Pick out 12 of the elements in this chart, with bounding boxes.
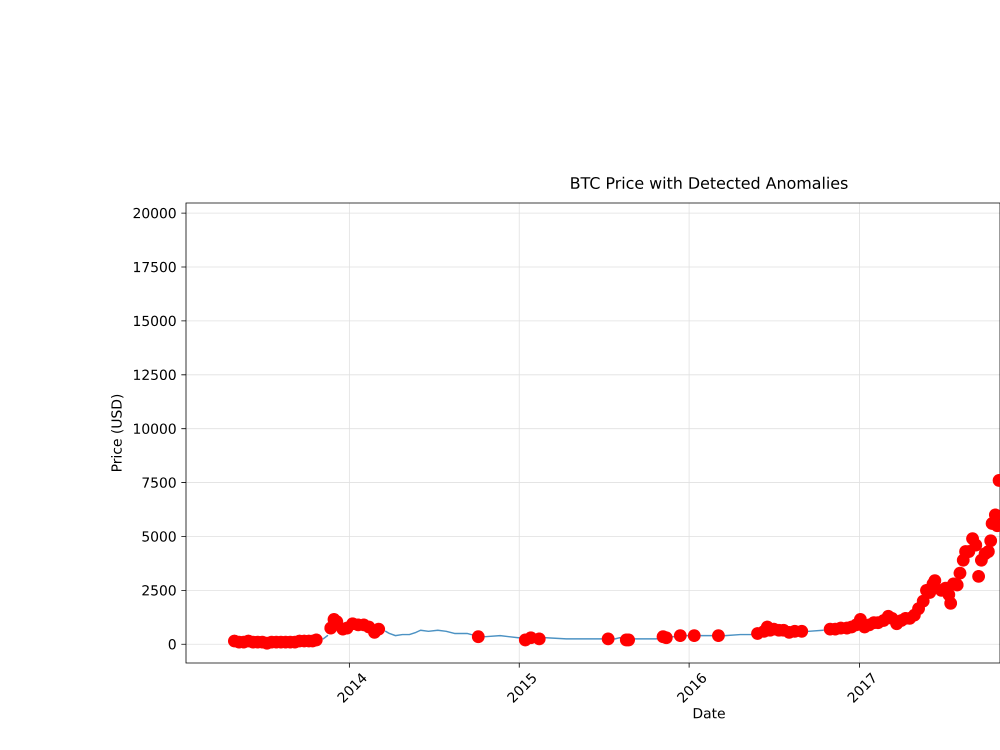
y-axis-title: Price (USD) [111, 394, 124, 471]
x-axis-title: Date [694, 708, 725, 718]
chart-title: BTC Price with Detected Anomalies [571, 176, 848, 189]
y-tick-label: 20000 [134, 208, 176, 218]
y-tick-label: 2500 [142, 585, 176, 596]
y-tick-label: 17500 [134, 262, 176, 272]
y-tick-label: 5000 [142, 531, 176, 542]
y-tick-label: 15000 [134, 316, 176, 326]
y-tick-label: 12500 [134, 370, 176, 380]
y-tick-label: 10000 [134, 423, 176, 434]
y-tick-label: 7500 [142, 477, 176, 488]
y-tick-label: 0 [168, 639, 176, 650]
